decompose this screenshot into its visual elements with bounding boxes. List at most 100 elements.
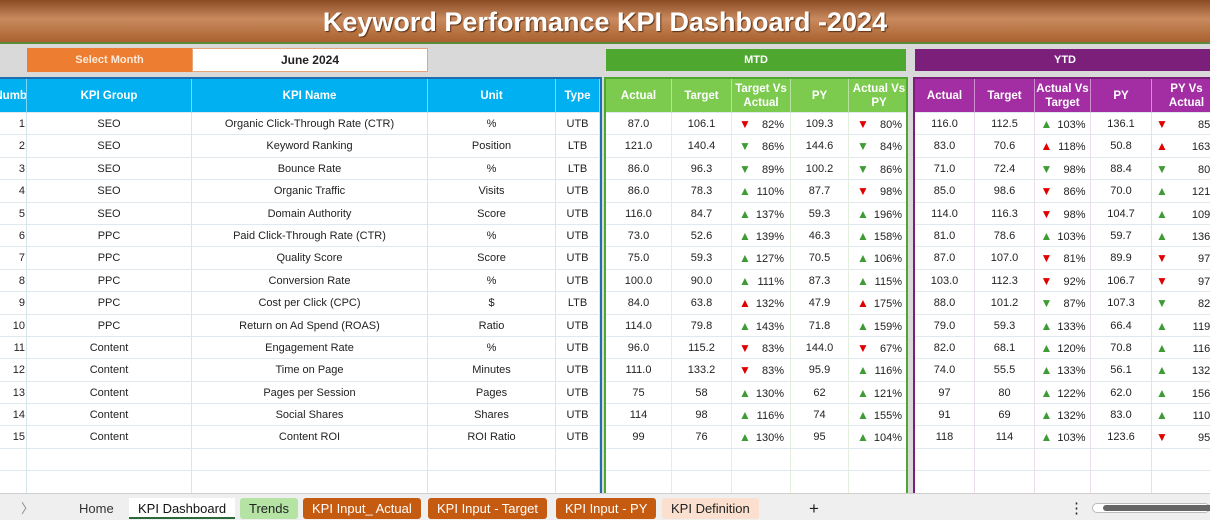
- value-cell: 50.8: [1091, 135, 1152, 158]
- column-header: PY Vs Actual: [1152, 79, 1210, 113]
- value-cell: 81.0: [915, 224, 975, 248]
- triangle-down-icon: ▼: [857, 340, 869, 355]
- empty-cell: [428, 471, 556, 493]
- percent-value: 121%: [1191, 186, 1210, 199]
- column-header: KPI Number: [0, 79, 27, 113]
- value-cell: 100.0: [606, 269, 672, 293]
- value-cell: 78.3: [672, 180, 732, 203]
- value-cell: 82.0: [915, 336, 975, 360]
- empty-cell: [849, 449, 906, 472]
- value-cell: 144.6: [791, 135, 849, 158]
- empty-cell: [27, 448, 192, 472]
- value-cell: 59.3: [672, 247, 732, 270]
- triangle-down-icon: ▼: [1156, 430, 1168, 445]
- column-header: Target: [975, 79, 1035, 113]
- percent-value: 86%: [879, 163, 902, 176]
- table-row: 14 Content Social Shares Shares UTB: [0, 404, 600, 427]
- add-sheet-button[interactable]: +: [809, 499, 819, 518]
- sheet-tab-kpi-definition[interactable]: KPI Definition: [662, 498, 759, 519]
- comparison-cell: ▲ 106%: [849, 247, 906, 270]
- comparison-cell: ▼ 98%: [1035, 202, 1091, 225]
- percent-value: 82%: [761, 119, 784, 131]
- kpi-type-cell: UTB: [556, 113, 600, 136]
- comparison-cell: ▲ 132%: [1152, 359, 1210, 382]
- kpi-name-cell: Cost per Click (CPC): [192, 292, 428, 315]
- kpi-unit-cell: %: [428, 113, 556, 136]
- column-header-label: Target: [684, 89, 719, 102]
- scroll-tabs-icon[interactable]: 〉: [21, 501, 35, 516]
- empty-cell: [0, 471, 27, 493]
- column-header: Target: [672, 79, 732, 113]
- horizontal-scrollbar[interactable]: [1092, 503, 1210, 513]
- percent-value: 86%: [1063, 186, 1086, 199]
- sheet-tab-kpi-input-target[interactable]: KPI Input - Target: [428, 498, 547, 519]
- sheet-tab-home[interactable]: Home: [79, 501, 114, 516]
- percent-value: 132%: [755, 298, 784, 311]
- column-header-label: PY: [1113, 89, 1129, 102]
- value-cell: 80: [975, 381, 1035, 405]
- triangle-up-icon: ▲: [1040, 363, 1053, 378]
- column-header-label: Type: [564, 89, 591, 102]
- value-cell: 63.8: [672, 292, 732, 315]
- kpi-name-cell: Paid Click-Through Rate (CTR): [192, 224, 428, 248]
- value-cell: 114.0: [606, 314, 672, 337]
- percent-value: 106%: [873, 253, 902, 266]
- kpi-type-cell: UTB: [556, 336, 600, 360]
- comparison-cell: ▲ 143%: [732, 314, 791, 337]
- triangle-up-icon: ▲: [1156, 318, 1168, 333]
- value-cell: 121.0: [606, 135, 672, 158]
- triangle-up-icon: ▲: [1156, 363, 1168, 378]
- percent-value: 136%: [1191, 230, 1210, 243]
- table-row: 75.0 59.3 ▲ 127% 70.5 ▲ 106%: [606, 247, 906, 270]
- sheet-tab-trends[interactable]: Trends: [240, 498, 298, 519]
- percent-value: 110%: [1192, 410, 1210, 423]
- comparison-cell: ▼ 67%: [849, 337, 906, 360]
- table-row: 116.0 84.7 ▲ 137% 59.3 ▲ 196%: [606, 202, 906, 225]
- empty-cell: [606, 471, 672, 493]
- kpi-unit-cell: Ratio: [428, 314, 556, 337]
- value-cell: 84.0: [606, 292, 672, 315]
- comparison-cell: ▲ 139%: [732, 224, 791, 248]
- value-cell: 133.2: [672, 359, 732, 382]
- month-dropdown[interactable]: June 2024: [192, 48, 428, 72]
- triangle-up-icon: ▲: [1040, 408, 1053, 423]
- kpi-group-cell: PPC: [27, 314, 192, 337]
- kpi-type-cell: UTB: [556, 247, 600, 270]
- comparison-cell: ▼ 86%: [732, 135, 791, 158]
- triangle-up-icon: ▲: [1040, 340, 1053, 355]
- percent-value: 89%: [761, 163, 784, 176]
- dashboard-title: Keyword Performance KPI Dashboard -2024: [0, 0, 1210, 44]
- triangle-up-icon: ▲: [1156, 228, 1168, 243]
- value-cell: 79.8: [672, 314, 732, 337]
- value-cell: 69: [975, 404, 1035, 427]
- kpi-group-cell: PPC: [27, 247, 192, 270]
- value-cell: 78.6: [975, 224, 1035, 248]
- more-options-icon[interactable]: ⋮: [1069, 500, 1084, 517]
- sheet-tab-kpi-input-actual[interactable]: KPI Input_ Actual: [303, 498, 421, 519]
- kpi-type-cell: UTB: [556, 269, 600, 293]
- empty-cell: [428, 448, 556, 472]
- percent-value: 130%: [755, 387, 784, 400]
- column-header-label: Actual Vs Target: [1036, 82, 1089, 109]
- empty-cell: [1152, 449, 1210, 472]
- column-header-label: PY Vs Actual: [1168, 82, 1205, 109]
- sheet-tab-kpi-dashboard[interactable]: KPI Dashboard: [129, 498, 236, 519]
- percent-value: 109%: [1191, 208, 1210, 221]
- percent-value: 82%: [1197, 298, 1210, 311]
- kpi-group-cell: SEO: [27, 202, 192, 225]
- comparison-cell: ▲ 120%: [1035, 336, 1091, 360]
- table-row: 100.0 90.0 ▲ 111% 87.3 ▲ 115%: [606, 269, 906, 293]
- percent-value: 103%: [1057, 432, 1086, 445]
- column-header-label: KPI Number: [0, 89, 27, 102]
- sheet-tab-kpi-input-py[interactable]: KPI Input - PY: [556, 498, 657, 519]
- percent-value: 139%: [755, 230, 784, 243]
- scrollbar-thumb[interactable]: [1103, 505, 1210, 511]
- value-cell: 68.1: [975, 336, 1035, 360]
- value-cell: 140.4: [672, 135, 732, 158]
- comparison-cell: ▲ 119%: [1152, 315, 1210, 337]
- percent-value: 163%: [1191, 141, 1210, 154]
- kpi-group-cell: PPC: [27, 292, 192, 315]
